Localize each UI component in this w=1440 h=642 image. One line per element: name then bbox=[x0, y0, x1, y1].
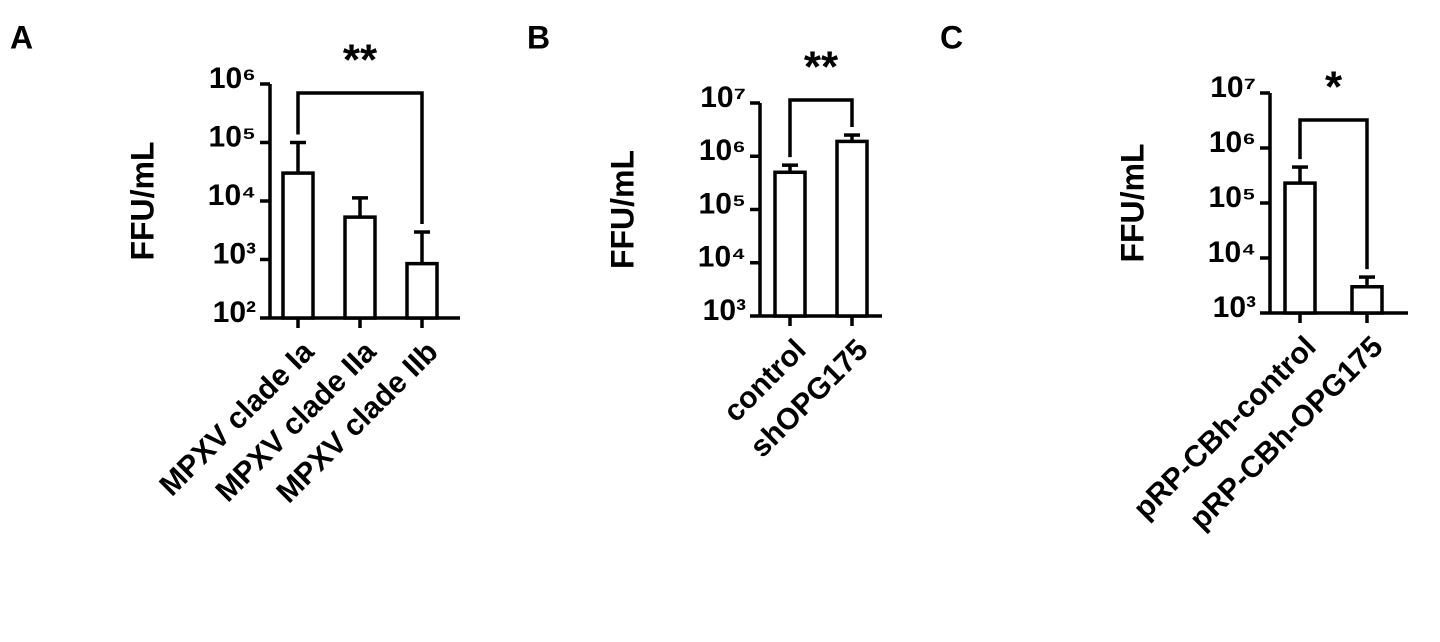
y-tick-label: 10⁴ bbox=[208, 179, 256, 212]
y-axis-label: FFU/mL bbox=[124, 141, 160, 260]
bar bbox=[1350, 285, 1384, 315]
y-tick-label: 10⁶ bbox=[699, 134, 746, 167]
y-tick-label: 10⁶ bbox=[1209, 126, 1256, 159]
significance-label: * bbox=[1325, 63, 1343, 112]
y-tick-label: 10⁶ bbox=[209, 62, 256, 95]
y-tick-label: 10³ bbox=[213, 237, 256, 270]
y-tick-label: 10⁴ bbox=[1208, 236, 1256, 269]
bar bbox=[405, 261, 439, 320]
y-tick-label: 10³ bbox=[1213, 291, 1256, 324]
y-tick-label: 10⁷ bbox=[700, 81, 746, 114]
y-tick-label: 10⁵ bbox=[699, 187, 746, 220]
significance-bracket bbox=[788, 98, 854, 158]
y-axis-label: FFU/mL bbox=[604, 150, 640, 269]
bar bbox=[835, 139, 869, 318]
y-axis-label: FFU/mL bbox=[1114, 143, 1150, 262]
bar bbox=[343, 215, 377, 320]
bar bbox=[773, 170, 807, 318]
y-tick-label: 10² bbox=[213, 296, 256, 329]
panel-label: C bbox=[940, 19, 963, 55]
significance-bracket bbox=[296, 91, 424, 225]
y-tick-label: 10⁷ bbox=[1210, 71, 1256, 104]
y-tick-label: 10⁵ bbox=[209, 120, 256, 153]
panel-label: B bbox=[527, 19, 550, 55]
bar bbox=[1283, 181, 1317, 315]
panel-label: A bbox=[10, 19, 33, 55]
y-tick-label: 10³ bbox=[703, 294, 746, 327]
y-tick-label: 10⁵ bbox=[1209, 181, 1256, 214]
bar bbox=[281, 171, 315, 320]
significance-label: ** bbox=[343, 36, 378, 85]
significance-label: ** bbox=[804, 43, 839, 92]
y-tick-label: 10⁴ bbox=[698, 241, 746, 274]
significance-bracket bbox=[1298, 118, 1369, 270]
